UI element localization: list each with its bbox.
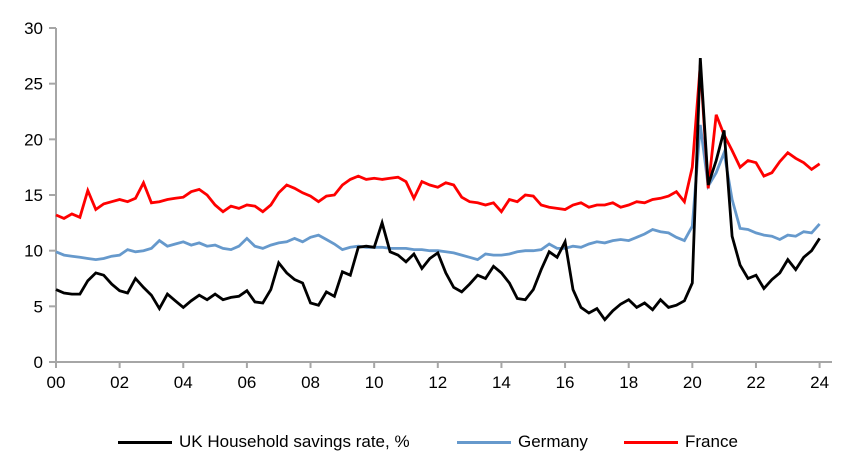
y-tick-label: 0 <box>34 353 43 372</box>
y-tick-label: 30 <box>24 19 43 38</box>
legend-label-germany: Germany <box>518 432 588 451</box>
x-tick-label: 12 <box>428 373 447 392</box>
x-tick-label: 20 <box>683 373 702 392</box>
x-tick-label: 18 <box>619 373 638 392</box>
y-tick-label: 20 <box>24 130 43 149</box>
x-tick-label: 10 <box>365 373 384 392</box>
x-tick-label: 00 <box>47 373 66 392</box>
uk-line-swatch <box>118 440 172 444</box>
y-tick-label: 5 <box>34 297 43 316</box>
germany-line-swatch <box>457 440 511 444</box>
legend-label-uk: UK Household savings rate, % <box>179 432 410 451</box>
x-tick-label: 14 <box>492 373 511 392</box>
legend-item-germany: Germany <box>457 430 588 454</box>
x-tick-label: 22 <box>747 373 766 392</box>
x-tick-label: 08 <box>301 373 320 392</box>
legend-item-uk: UK Household savings rate, % <box>118 430 410 454</box>
france-line-swatch <box>624 440 678 444</box>
y-tick-label: 25 <box>24 75 43 94</box>
x-tick-label: 06 <box>237 373 256 392</box>
y-tick-label: 10 <box>24 242 43 261</box>
legend: UK Household savings rate, % Germany Fra… <box>0 430 852 458</box>
x-tick-label: 16 <box>556 373 575 392</box>
legend-label-france: France <box>685 432 738 451</box>
legend-item-france: France <box>624 430 738 454</box>
uk-series-line <box>55 58 821 322</box>
x-tick-label: 04 <box>174 373 193 392</box>
france-series-line <box>55 64 821 220</box>
x-tick-label: 02 <box>110 373 129 392</box>
x-tick-label: 24 <box>810 373 829 392</box>
y-tick-label: 15 <box>24 186 43 205</box>
germany-series-line <box>55 124 821 262</box>
